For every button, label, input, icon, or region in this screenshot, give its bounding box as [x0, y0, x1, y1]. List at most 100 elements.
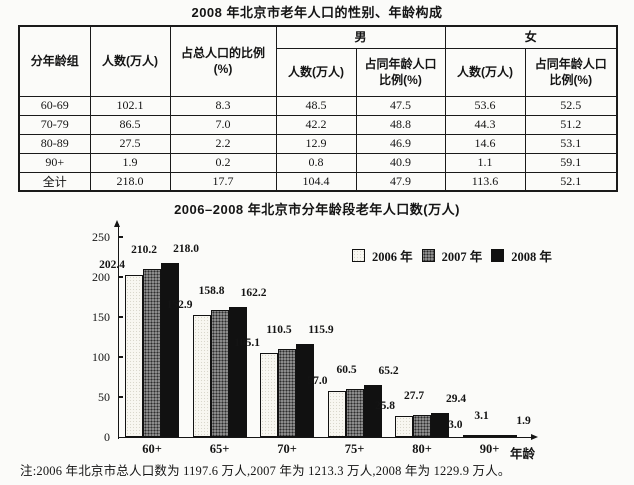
x-axis-label: 年龄 — [510, 447, 536, 461]
header-female-count: 人数(万人) — [444, 47, 526, 97]
table-cell: 47.5 — [355, 95, 446, 116]
bar-2008 年-70+ — [296, 344, 314, 437]
bar-value-label: 115.9 — [308, 324, 334, 337]
bar-2007 年-70+ — [278, 348, 296, 437]
table-cell: 52.5 — [524, 95, 618, 116]
y-tick — [118, 396, 123, 398]
chart-title: 2006–2008 年北京市分年龄段老年人口数(万人) — [174, 202, 460, 217]
table-cell: 113.6 — [444, 171, 526, 192]
bar-value-label: 57.0 — [307, 375, 328, 388]
table-cell: 86.5 — [89, 114, 171, 135]
x-category-label: 90+ — [479, 442, 500, 456]
bar-value-label: 210.2 — [131, 243, 157, 256]
bar-2006 年-80+ — [395, 416, 413, 437]
bar-2006 年-70+ — [260, 352, 278, 437]
bar-2008 年-80+ — [431, 413, 449, 437]
x-category-label: 80+ — [412, 442, 432, 456]
legend-label: 2007 年 — [441, 250, 483, 264]
bar-value-label: 218.0 — [173, 242, 199, 255]
table-cell: 14.6 — [444, 133, 526, 154]
bar-value-label: 29.4 — [445, 393, 467, 406]
bar-value-label: 1.9 — [516, 415, 531, 428]
y-tick-label: 150 — [92, 310, 110, 324]
header-female: 女 — [444, 25, 618, 49]
bar-2008 年-90+ — [498, 435, 517, 438]
bar-2007 年-90+ — [480, 434, 499, 437]
bar-value-label: 60.5 — [336, 363, 357, 376]
header-female-pct: 占同年龄人口 比例(%) — [524, 47, 618, 97]
bar-2008 年-65+ — [228, 307, 247, 437]
legend-item: 2006 年 — [352, 246, 413, 265]
bar-value-label: 3.0 — [448, 418, 463, 431]
bar-value-label: 162.2 — [240, 287, 267, 300]
y-tick-label: 250 — [92, 230, 110, 244]
bar-value-label: 65.2 — [378, 364, 399, 377]
table-cell: 1.9 — [89, 152, 171, 173]
table-cell: 102.1 — [89, 95, 171, 116]
footnote: 注:2006 年北京市总人口数为 1197.6 万人,2007 年为 1213.… — [20, 464, 511, 478]
table-cell: 51.2 — [524, 114, 618, 135]
bar-value-label: 25.8 — [374, 400, 395, 413]
bar-2006 年-65+ — [192, 314, 211, 437]
table-cell: 27.5 — [89, 133, 171, 154]
bar-2007 年-80+ — [413, 414, 431, 437]
x-axis-arrow-icon — [531, 433, 538, 440]
bar-value-label: 3.1 — [474, 409, 489, 422]
legend-swatch-icon — [352, 249, 365, 262]
chart-legend: 2006 年 2007 年 2008 年 — [352, 246, 552, 265]
table-cell: 17.7 — [169, 171, 277, 192]
legend-swatch-icon — [421, 249, 435, 262]
table-row-label: 60-69 — [18, 95, 91, 116]
header-male-pct: 占同年龄人口 比例(%) — [355, 47, 446, 97]
y-tick — [118, 316, 123, 318]
table-cell: 0.8 — [275, 152, 357, 173]
legend-label: 2006 年 — [372, 250, 413, 264]
population-table: 分年龄组 人数(万人) 占总人口的比例 (%) 男 女 人数(万人) 占同年龄人… — [18, 25, 619, 192]
table-row: 70-79 86.5 7.0 42.2 48.8 44.3 51.2 — [18, 114, 618, 135]
y-tick-label: 100 — [92, 350, 110, 364]
table-cell: 8.3 — [169, 95, 277, 116]
header-male-count: 人数(万人) — [275, 47, 357, 97]
legend-item: 2007 年 — [421, 246, 483, 265]
table-cell: 42.2 — [275, 114, 357, 135]
y-tick-label: 0 — [104, 430, 110, 444]
bar-2008 年-60+ — [161, 262, 179, 437]
table-cell: 218.0 — [89, 171, 171, 192]
table-cell: 48.5 — [275, 95, 357, 116]
table-row-label: 70-79 — [18, 114, 91, 135]
table-cell: 48.8 — [355, 114, 446, 135]
bar-2007 年-65+ — [210, 309, 229, 437]
table-cell: 46.9 — [355, 133, 446, 154]
table-cell: 0.2 — [169, 152, 277, 173]
bar-value-label: 27.7 — [403, 389, 425, 402]
x-category-label: 75+ — [344, 442, 365, 456]
header-male: 男 — [275, 25, 446, 49]
y-axis — [117, 224, 119, 439]
table-row-label: 全计 — [18, 171, 91, 192]
x-category-label: 60+ — [142, 442, 162, 456]
y-axis-arrow-icon — [114, 220, 120, 227]
table-row: 90+ 1.9 0.2 0.8 40.9 1.1 59.1 — [18, 152, 618, 173]
table-row-label: 80-89 — [18, 133, 91, 154]
table-header: 分年龄组 人数(万人) 占总人口的比例 (%) 男 女 人数(万人) 占同年龄人… — [18, 25, 618, 97]
table-cell: 47.9 — [355, 171, 446, 192]
legend-item: 2008 年 — [491, 246, 552, 265]
y-tick-label: 200 — [92, 270, 110, 284]
bar-2008 年-75+ — [363, 384, 382, 437]
table-row: 60-69 102.1 8.3 48.5 47.5 53.6 52.5 — [18, 95, 618, 116]
bar-2007 年-75+ — [345, 388, 364, 437]
table-cell: 1.1 — [444, 152, 526, 173]
table-cell: 59.1 — [524, 152, 618, 173]
table-cell: 44.3 — [444, 114, 526, 135]
table-row: 80-89 27.5 2.2 12.9 46.9 14.6 53.1 — [18, 133, 618, 154]
table-cell: 52.1 — [524, 171, 618, 192]
table-title: 2008 年北京市老年人口的性别、年龄构成 — [191, 5, 443, 20]
bar-2007 年-60+ — [143, 268, 161, 437]
bar-value-label: 202.4 — [99, 259, 125, 272]
table-body: 60-69 102.1 8.3 48.5 47.5 53.6 52.5 70-79 86.5 7.… — [18, 95, 618, 192]
legend-label: 2008 年 — [511, 250, 552, 264]
table-row: 全计 218.0 17.7 104.4 47.9 113.6 52.1 — [18, 171, 618, 192]
table-cell: 2.2 — [169, 133, 277, 154]
bar-2006 年-60+ — [125, 275, 143, 437]
